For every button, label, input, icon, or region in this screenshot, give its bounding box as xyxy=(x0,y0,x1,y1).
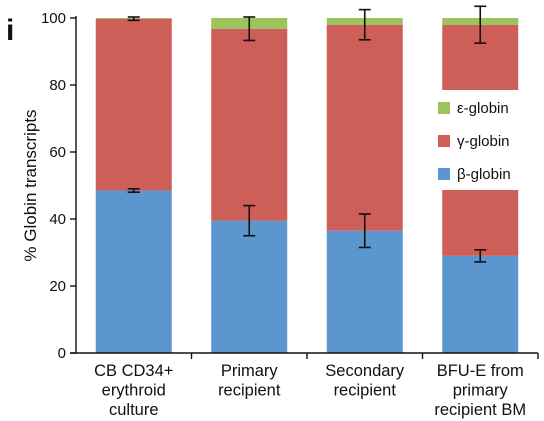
error-bar-2-2 xyxy=(243,16,256,42)
bar-globin-1 xyxy=(95,190,172,353)
legend-swatch-globin xyxy=(438,135,450,147)
legend-swatch-globin xyxy=(438,168,450,180)
category-label-2: Primary recipient xyxy=(218,362,281,400)
error-bars-group xyxy=(127,5,487,263)
bar-globin-1 xyxy=(95,18,172,191)
bar-globin-4 xyxy=(442,255,519,353)
y-tick-label-0: 0 xyxy=(58,345,66,362)
y-tick-label-100: 100 xyxy=(41,10,66,27)
y-tick-label-40: 40 xyxy=(49,211,66,228)
category-label-1: CB CD34+ erythroid culture xyxy=(94,362,173,419)
panel-label: i xyxy=(6,14,14,47)
legend-swatch-globin xyxy=(438,102,450,114)
y-tick-label-20: 20 xyxy=(49,278,66,295)
error-bar-1-1 xyxy=(127,188,140,193)
category-label-4: BFU-E from primary recipient BM xyxy=(434,362,526,419)
error-bar-1-2 xyxy=(243,204,256,237)
error-bar-2-3 xyxy=(358,8,371,41)
bar-globin-2 xyxy=(211,28,288,221)
y-axis-title: % Globin transcripts xyxy=(21,109,40,261)
error-bar-1-4 xyxy=(474,249,487,263)
y-tick-label-80: 80 xyxy=(49,77,66,94)
category-label-3: Secondary recipient xyxy=(325,362,405,400)
legend-label-globin: β-globin xyxy=(457,166,511,183)
bar-globin-3 xyxy=(326,230,403,353)
bar-globin-2 xyxy=(211,220,288,353)
error-bar-2-1 xyxy=(127,16,140,22)
error-bar-1-3 xyxy=(358,213,371,249)
legend-label-globin: γ-globin xyxy=(457,133,510,150)
legend: ε-globin γ-globin β-globin xyxy=(428,90,540,190)
legend-label-globin: ε-globin xyxy=(457,100,509,117)
y-tick-label-60: 60 xyxy=(49,144,66,161)
error-bar-2-4 xyxy=(474,5,487,44)
axes-group: 0 20 40 60 80 100 CB CD34+ erythroid culture Prim… xyxy=(21,10,539,419)
bar-globin-3 xyxy=(326,24,403,231)
